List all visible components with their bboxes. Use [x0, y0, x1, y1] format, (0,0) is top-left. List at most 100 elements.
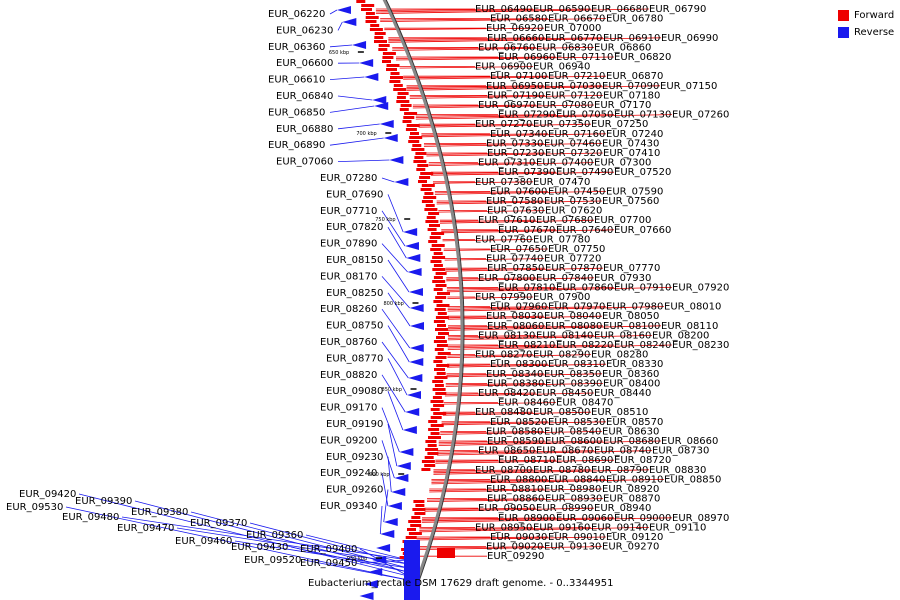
reverse-gene-label[interactable]: EUR_09430 — [231, 542, 288, 553]
forward-gene-label[interactable]: EUR_08060 — [487, 321, 544, 332]
reverse-gene-label[interactable]: EUR_09530 — [6, 502, 63, 513]
reverse-gene-label[interactable]: EUR_06890 — [268, 140, 325, 151]
forward-gene-label[interactable]: EUR_06770 — [545, 33, 602, 44]
forward-gene-label[interactable]: EUR_08780 — [533, 465, 590, 476]
forward-gene-label[interactable]: EUR_07560 — [602, 196, 659, 207]
forward-gene-label[interactable]: EUR_07930 — [594, 273, 651, 284]
forward-gene-label[interactable]: EUR_08700 — [475, 465, 532, 476]
reverse-gene-label[interactable]: EUR_08770 — [326, 353, 383, 364]
forward-gene-label[interactable]: EUR_09110 — [649, 522, 706, 533]
forward-gene-label[interactable]: EUR_08360 — [602, 369, 659, 380]
forward-gene-label[interactable]: EUR_07760 — [475, 234, 532, 245]
reverse-gene-label[interactable]: EUR_09420 — [19, 489, 76, 500]
reverse-gene-label[interactable]: EUR_09470 — [117, 523, 174, 534]
forward-gene-label[interactable]: EUR_08040 — [544, 311, 601, 322]
forward-gene-label[interactable]: EUR_08570 — [606, 417, 663, 428]
forward-gene-label[interactable]: EUR_07590 — [606, 186, 663, 197]
reverse-gene-label[interactable]: EUR_09460 — [175, 536, 232, 547]
forward-gene-label[interactable]: EUR_08710 — [498, 455, 555, 466]
forward-gene-label[interactable]: EUR_06760 — [478, 42, 535, 53]
forward-gene-label[interactable]: EUR_07960 — [490, 302, 547, 313]
forward-gene-label[interactable]: EUR_07210 — [548, 71, 605, 82]
forward-gene-label[interactable]: EUR_08510 — [591, 407, 648, 418]
reverse-gene-label[interactable]: EUR_09200 — [320, 435, 377, 446]
reverse-gene-label[interactable]: EUR_09260 — [326, 485, 383, 496]
forward-gene-label[interactable]: EUR_07190 — [487, 90, 544, 101]
forward-gene-label[interactable]: EUR_08590 — [487, 436, 544, 447]
forward-gene-label[interactable]: EUR_08310 — [548, 359, 605, 370]
forward-gene-label[interactable]: EUR_08600 — [545, 436, 602, 447]
forward-gene-label[interactable]: EUR_08080 — [545, 321, 602, 332]
forward-gene-label[interactable]: EUR_07050 — [556, 110, 613, 121]
forward-gene-label[interactable]: EUR_07460 — [544, 138, 601, 149]
forward-gene-label[interactable]: EUR_07980 — [606, 302, 663, 313]
forward-gene-label[interactable]: EUR_09120 — [606, 532, 663, 543]
forward-gene-label[interactable]: EUR_07270 — [475, 119, 532, 130]
forward-gene-label[interactable]: EUR_06820 — [614, 52, 671, 63]
forward-gene-label[interactable]: EUR_07350 — [533, 119, 590, 130]
forward-gene-label[interactable]: EUR_06780 — [606, 14, 663, 25]
forward-gene-label[interactable]: EUR_07990 — [475, 292, 532, 303]
forward-gene-label[interactable]: EUR_08330 — [606, 359, 663, 370]
forward-gene-label[interactable]: EUR_08650 — [478, 446, 535, 457]
forward-gene-label[interactable]: EUR_07080 — [536, 100, 593, 111]
reverse-gene-label[interactable]: EUR_08760 — [320, 337, 377, 348]
forward-gene-label[interactable]: EUR_08800 — [490, 474, 547, 485]
forward-gene-label[interactable]: EUR_09140 — [591, 522, 648, 533]
forward-gene-label[interactable]: EUR_07030 — [544, 81, 601, 92]
forward-gene-label[interactable]: EUR_06830 — [536, 42, 593, 53]
reverse-gene-label[interactable]: EUR_09340 — [320, 501, 377, 512]
forward-gene-label[interactable]: EUR_08280 — [591, 350, 648, 361]
forward-gene-label[interactable]: EUR_07290 — [498, 110, 555, 121]
forward-gene-label[interactable]: EUR_08530 — [548, 417, 605, 428]
forward-gene-label[interactable]: EUR_07740 — [486, 254, 543, 265]
reverse-gene-label[interactable]: EUR_08750 — [326, 321, 383, 332]
forward-gene-label[interactable]: EUR_07530 — [544, 196, 601, 207]
reverse-gene-label[interactable]: EUR_07280 — [320, 173, 377, 184]
reverse-gene-label[interactable]: EUR_08170 — [320, 271, 377, 282]
forward-gene-label[interactable]: EUR_08010 — [664, 302, 721, 313]
forward-gene-label[interactable]: EUR_08500 — [533, 407, 590, 418]
forward-gene-label[interactable]: EUR_06670 — [548, 14, 605, 25]
reverse-gene-label[interactable]: EUR_09480 — [62, 512, 119, 523]
forward-gene-label[interactable]: EUR_07770 — [603, 263, 660, 274]
forward-gene-label[interactable]: EUR_07870 — [545, 263, 602, 274]
reverse-gene-label[interactable]: EUR_06600 — [276, 58, 333, 69]
forward-gene-label[interactable]: EUR_08160 — [594, 330, 651, 341]
reverse-gene-label[interactable]: EUR_06220 — [268, 9, 325, 20]
reverse-gene-label[interactable]: EUR_07060 — [276, 157, 333, 168]
forward-gene-label[interactable]: EUR_07430 — [602, 138, 659, 149]
reverse-gene-label[interactable]: EUR_09190 — [326, 419, 383, 430]
forward-gene-label[interactable]: EUR_06900 — [475, 62, 532, 73]
reverse-gene-label[interactable]: EUR_07690 — [326, 189, 383, 200]
forward-gene-label[interactable]: EUR_06680 — [591, 4, 648, 15]
forward-gene-label[interactable]: EUR_07620 — [545, 206, 602, 217]
forward-gene-label[interactable]: EUR_08030 — [486, 311, 543, 322]
reverse-gene-label[interactable]: EUR_09520 — [244, 555, 301, 566]
reverse-gene-label[interactable]: EUR_09080 — [326, 386, 383, 397]
forward-gene-label[interactable]: EUR_08520 — [490, 417, 547, 428]
forward-gene-label[interactable]: EUR_08580 — [486, 426, 543, 437]
forward-gene-label[interactable]: EUR_06990 — [661, 33, 718, 44]
forward-gene-label[interactable]: EUR_08470 — [556, 398, 613, 409]
forward-gene-label[interactable]: EUR_07160 — [548, 129, 605, 140]
forward-gene-label[interactable]: EUR_08730 — [652, 446, 709, 457]
forward-gene-label[interactable]: EUR_07750 — [548, 244, 605, 255]
forward-gene-label[interactable]: EUR_08340 — [486, 369, 543, 380]
forward-gene-label[interactable]: EUR_09010 — [548, 532, 605, 543]
forward-gene-label[interactable]: EUR_07320 — [545, 148, 602, 159]
reverse-gene-label[interactable]: EUR_09240 — [320, 468, 377, 479]
forward-gene-label[interactable]: EUR_09000 — [614, 513, 671, 524]
forward-gene-label[interactable]: EUR_07330 — [486, 138, 543, 149]
forward-gene-label[interactable]: EUR_07600 — [490, 186, 547, 197]
forward-gene-label[interactable]: EUR_07840 — [536, 273, 593, 284]
forward-gene-label[interactable]: EUR_07130 — [614, 110, 671, 121]
forward-gene-label[interactable]: EUR_08900 — [498, 513, 555, 524]
forward-gene-label[interactable]: EUR_07000 — [544, 23, 601, 34]
forward-gene-label[interactable]: EUR_07240 — [606, 129, 663, 140]
forward-gene-label[interactable]: EUR_07610 — [478, 215, 535, 226]
forward-gene-label[interactable]: EUR_07800 — [478, 273, 535, 284]
forward-gene-label[interactable]: EUR_08930 — [545, 494, 602, 505]
forward-gene-label[interactable]: EUR_08740 — [594, 446, 651, 457]
reverse-gene-label[interactable]: EUR_09380 — [131, 507, 188, 518]
